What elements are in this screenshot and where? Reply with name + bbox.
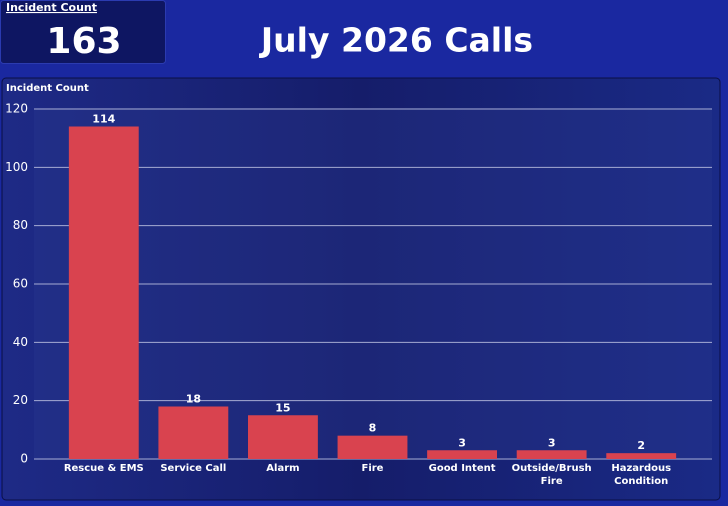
- y-tick-label: 120: [5, 102, 28, 116]
- y-tick-label: 0: [20, 452, 28, 466]
- x-tick-label-box: Fire: [361, 463, 384, 474]
- x-tick-label: Alarm: [266, 463, 300, 474]
- bar: [516, 450, 587, 459]
- value-label: 15: [275, 401, 290, 414]
- value-label: 8: [369, 422, 377, 435]
- kpi-card: [0, 0, 166, 64]
- bar: [247, 415, 318, 459]
- bar: [427, 450, 498, 459]
- x-tick-label: Rescue & EMS: [63, 463, 144, 474]
- x-tick-label-box: Hazardous Condition: [611, 463, 672, 487]
- x-tick-label: Fire: [361, 463, 384, 474]
- x-tick-label-box: Service Call: [160, 463, 227, 474]
- y-tick-label: 60: [13, 277, 28, 291]
- x-tick-label-box: Alarm: [266, 463, 300, 474]
- x-tick-label: Hazardous Condition: [611, 463, 672, 487]
- bar: [337, 435, 408, 459]
- y-tick-label: 80: [13, 218, 28, 232]
- chart-panel: [1, 77, 721, 501]
- value-label: 18: [186, 393, 201, 406]
- value-label: 3: [458, 436, 466, 449]
- bar: [158, 406, 229, 459]
- y-tick-label: 100: [5, 160, 28, 174]
- chart-title: Incident Count: [6, 83, 89, 94]
- value-label: 3: [548, 436, 556, 449]
- x-tick-label: Service Call: [160, 463, 227, 474]
- value-label: 2: [637, 439, 645, 452]
- value-label: 114: [92, 113, 115, 126]
- bar: [606, 453, 677, 459]
- kpi-value: 163: [46, 21, 121, 62]
- bar: [68, 126, 139, 459]
- kpi-label: Incident Count: [6, 1, 97, 14]
- page-title: July 2026 Calls: [259, 21, 533, 60]
- x-tick-label: Outside/Brush Fire: [511, 463, 592, 487]
- x-tick-label-box: Rescue & EMS: [63, 463, 144, 474]
- y-tick-label: 40: [13, 335, 28, 349]
- x-tick-label-box: Good Intent: [428, 463, 496, 474]
- x-tick-label-box: Outside/Brush Fire: [511, 463, 592, 487]
- x-tick-label: Good Intent: [428, 463, 496, 474]
- y-tick-label: 20: [13, 393, 28, 407]
